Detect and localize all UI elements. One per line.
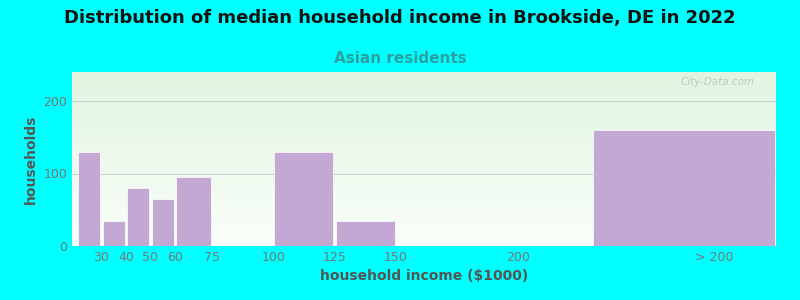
- Text: Asian residents: Asian residents: [334, 51, 466, 66]
- Y-axis label: households: households: [24, 114, 38, 204]
- Bar: [78, 152, 100, 246]
- Bar: [176, 177, 210, 246]
- Bar: [336, 220, 394, 246]
- Bar: [274, 152, 334, 246]
- Bar: [127, 188, 150, 246]
- X-axis label: household income ($1000): household income ($1000): [320, 269, 528, 284]
- Bar: [102, 220, 125, 246]
- Text: City-Data.com: City-Data.com: [681, 77, 755, 87]
- Bar: [152, 199, 174, 246]
- Bar: [594, 130, 774, 246]
- Text: Distribution of median household income in Brookside, DE in 2022: Distribution of median household income …: [64, 9, 736, 27]
